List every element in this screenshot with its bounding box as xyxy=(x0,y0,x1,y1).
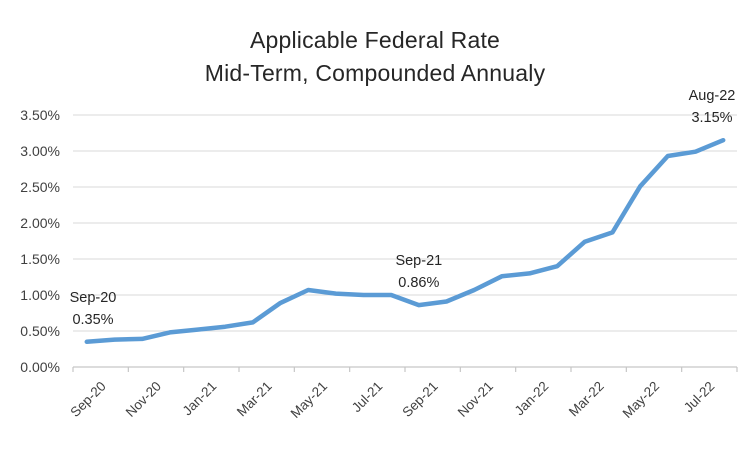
data-label-month: Aug-22 xyxy=(689,88,736,104)
chart-title-line2: Mid-Term, Compounded Annualy xyxy=(204,60,546,86)
data-label-month: Sep-20 xyxy=(70,290,117,306)
x-axis-tick-label: Mar-22 xyxy=(566,379,607,420)
data-label-value: 0.86% xyxy=(398,275,439,291)
y-axis-tick-label: 2.00% xyxy=(20,215,60,231)
y-axis-tick-label: 1.00% xyxy=(20,287,60,303)
x-axis-tick-label: Nov-20 xyxy=(123,379,164,420)
data-label-month: Sep-21 xyxy=(395,253,442,269)
data-label-value: 0.35% xyxy=(72,312,113,328)
x-axis-tick-label: May-21 xyxy=(288,379,330,421)
x-axis-tick-label: Nov-21 xyxy=(455,379,496,420)
x-axis-tick-label: Mar-21 xyxy=(234,379,275,420)
chart-title: Applicable Federal Rate Mid-Term, Compou… xyxy=(0,24,750,90)
x-axis-tick-label: Jan-22 xyxy=(512,379,552,419)
x-axis-tick-label: Jul-21 xyxy=(349,379,386,416)
y-axis-tick-label: 2.50% xyxy=(20,179,60,195)
data-series-line xyxy=(84,137,726,345)
x-axis-tick-label: Jan-21 xyxy=(180,379,220,419)
y-axis-tick-label: 1.50% xyxy=(20,251,60,267)
y-axis-tick-label: 3.50% xyxy=(20,107,60,123)
x-axis-tick-label: Sep-20 xyxy=(67,379,108,420)
x-axis-tick-label: Sep-21 xyxy=(399,379,440,420)
y-axis-tick-label: 0.00% xyxy=(20,359,60,375)
y-axis-tick-label: 3.00% xyxy=(20,143,60,159)
y-axis-tick-label: 0.50% xyxy=(20,323,60,339)
x-axis-tick-label: May-22 xyxy=(620,379,662,421)
x-axis-tick-label: Jul-22 xyxy=(681,379,718,416)
data-label-value: 3.15% xyxy=(691,110,732,126)
chart-title-line1: Applicable Federal Rate xyxy=(249,27,501,53)
